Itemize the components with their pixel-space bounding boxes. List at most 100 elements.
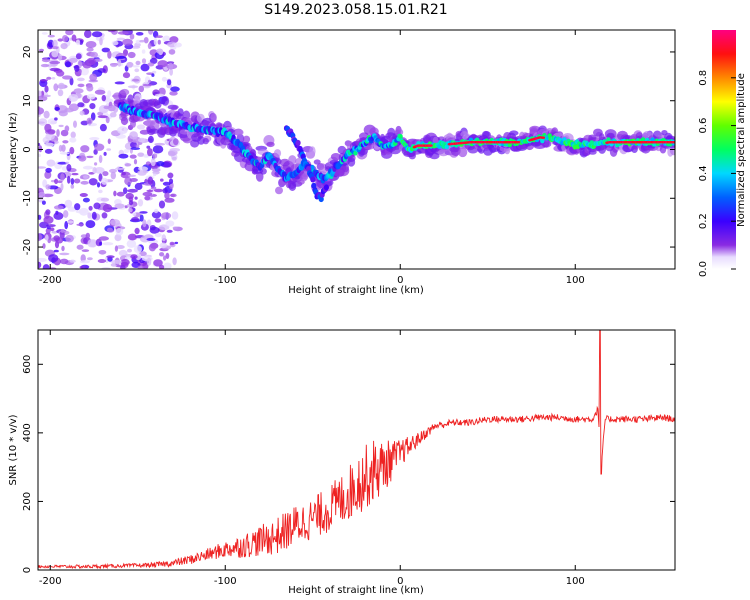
ridge-halo [302, 172, 309, 180]
noise-blob [76, 223, 85, 226]
noise-blob [90, 51, 98, 58]
noise-blob [172, 257, 177, 266]
colorbar-tick-label: 0.4 [698, 165, 709, 181]
noise-blob [69, 57, 78, 63]
noise-blob [94, 167, 105, 174]
spectrogram-xtick-label: 100 [566, 275, 585, 286]
noise-blob [152, 173, 157, 177]
noise-blob [153, 259, 163, 267]
noise-blob [114, 245, 118, 252]
noise-blob [58, 82, 65, 90]
noise-blob [45, 184, 51, 190]
noise-blob [89, 137, 100, 141]
noise-blob [135, 60, 141, 66]
noise-blob [151, 73, 155, 77]
colorbar-label: Normalized spectral amplitude [736, 73, 747, 227]
noise-blob [114, 234, 122, 242]
noise-blob [147, 148, 153, 157]
noise-blob [130, 147, 141, 151]
noise-blob [44, 85, 49, 93]
noise-blob [110, 63, 118, 68]
noise-blob [107, 227, 113, 233]
snr-xtick-label: -200 [39, 576, 62, 587]
noise-blob [159, 252, 165, 257]
noise-blob [79, 260, 90, 264]
noise-blob [53, 83, 59, 92]
noise-blob [43, 94, 51, 98]
noise-blob [57, 53, 63, 61]
noise-blob [98, 173, 103, 182]
noise-blob [46, 76, 52, 80]
noise-blob [77, 83, 85, 88]
noise-blob [152, 145, 164, 154]
ridge-halo [275, 186, 283, 195]
spectrogram-frame [37, 29, 676, 270]
noise-blob [117, 59, 122, 67]
spectrogram-ytick-label: 10 [22, 94, 33, 107]
noise-blob [66, 164, 72, 172]
ridge-halo [234, 129, 244, 136]
noise-blob [38, 214, 42, 220]
noise-blob [168, 62, 174, 70]
ridge-halo [242, 135, 251, 143]
noise-blob [98, 154, 103, 164]
noise-blob [120, 265, 126, 269]
noise-blob [45, 209, 51, 215]
snr-marks [38, 330, 675, 570]
noise-blob [52, 39, 58, 48]
noise-blob [61, 144, 66, 152]
noise-blob [168, 49, 176, 55]
noise-blob [88, 178, 98, 186]
noise-blob [43, 110, 50, 119]
noise-blob [38, 191, 46, 197]
noise-blob [51, 50, 59, 58]
noise-blob [139, 214, 144, 222]
noise-blob [130, 141, 138, 149]
noise-blob [162, 181, 171, 186]
noise-blob [42, 243, 46, 249]
noise-blob [172, 226, 178, 230]
noise-blob [89, 73, 98, 82]
noise-blob [58, 124, 64, 128]
ridge-peak [541, 136, 546, 139]
noise-blob [94, 162, 98, 166]
noise-blob [138, 166, 149, 171]
noise-blob [150, 186, 157, 190]
snr-panel: -200 -100 0 100 0 200 400 600 Height of straigh… [8, 329, 676, 596]
spectrogram-xtick-label: -200 [39, 275, 62, 286]
noise-blob [81, 249, 90, 253]
noise-blob [80, 180, 89, 185]
noise-blob [74, 203, 81, 211]
noise-blob [85, 220, 96, 229]
noise-blob [169, 241, 175, 246]
noise-blob [163, 262, 172, 269]
noise-blob [74, 64, 80, 72]
noise-blob [38, 145, 43, 153]
noise-blob [64, 61, 72, 68]
noise-blob [51, 46, 59, 50]
noise-blob [76, 244, 84, 250]
noise-blob [156, 48, 164, 54]
noise-blob [106, 148, 112, 151]
noise-blob [38, 142, 41, 147]
noise-blob [75, 210, 87, 214]
noise-blob [129, 178, 138, 182]
noise-blob [106, 255, 115, 259]
noise-blob [111, 40, 119, 46]
noise-blob [44, 142, 55, 147]
noise-blob [47, 39, 55, 48]
noise-blob [38, 257, 47, 262]
noise-blob [70, 178, 75, 185]
noise-blob [38, 166, 47, 169]
noise-blob [86, 155, 94, 159]
noise-blob [79, 193, 88, 197]
noise-blob [131, 261, 141, 268]
noise-blob [141, 49, 146, 54]
noise-blob [133, 245, 142, 254]
noise-blob [39, 79, 49, 82]
noise-blob [147, 135, 154, 144]
noise-blob [53, 212, 64, 220]
noise-blob [132, 65, 140, 68]
noise-blob [124, 256, 132, 260]
